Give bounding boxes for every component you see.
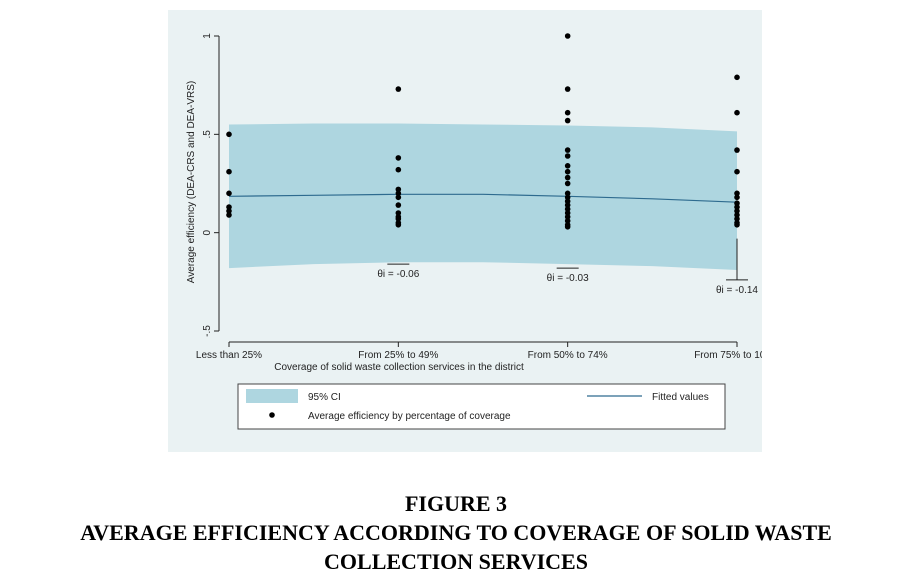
data-point-g3-10 <box>564 180 571 187</box>
data-point-g3-6 <box>564 153 571 159</box>
x-tick-label-2: From 25% to 49% <box>358 350 438 361</box>
y-axis-title: Average efficiency (DEA-CRS and DEA-VRS) <box>186 81 197 284</box>
y-tick-label-4: 1 <box>202 33 213 39</box>
y-tick-label-1: -.5 <box>202 325 213 337</box>
scatter-chart: θi = -0.06 θi = -0.03 θi = -0.14 -.5 0 .5 1 Le… <box>186 33 762 430</box>
ci-band <box>229 123 737 270</box>
data-point-g2-3 <box>395 166 402 173</box>
annotation-label-2: θi = -0.03 <box>547 273 589 284</box>
data-point-g1-5 <box>226 208 232 214</box>
data-point-g3-15 <box>564 206 571 212</box>
y-tick-label-3: .5 <box>202 130 213 139</box>
data-point-g3-9 <box>564 174 571 181</box>
data-point-g1-2 <box>226 168 232 175</box>
figure-panel: θi = -0.06 θi = -0.03 θi = -0.14 -.5 0 .5 1 Le… <box>168 10 762 452</box>
data-point-g3-17 <box>564 214 571 220</box>
figure-number: FIGURE 3 <box>404 491 508 516</box>
data-point-g2-5 <box>395 190 402 197</box>
data-point-g1-1 <box>226 131 232 138</box>
data-point-g1-4 <box>226 204 232 210</box>
figure-caption: FIGURE 3 AVERAGE EFFICIENCY ACCORDING TO… <box>0 489 912 576</box>
data-point-g2-12 <box>395 222 402 228</box>
data-point-g2-6 <box>395 194 402 201</box>
data-point-g4-11 <box>734 216 740 222</box>
data-point-g4-2 <box>734 109 740 116</box>
data-point-g4-10 <box>734 212 740 218</box>
legend-swatch-points <box>269 412 275 418</box>
data-point-g1-3 <box>226 190 232 197</box>
data-point-g4-9 <box>734 208 740 214</box>
legend-label-points: Average efficiency by percentage of cove… <box>308 411 511 422</box>
data-point-g3-2 <box>564 86 571 92</box>
data-point-g3-4 <box>564 117 571 124</box>
data-point-g4-3 <box>734 147 740 153</box>
legend-box <box>237 383 726 430</box>
data-point-g3-7 <box>564 163 571 169</box>
data-point-g3-14 <box>564 202 571 208</box>
data-point-g1-6 <box>226 212 232 218</box>
annotation-label-3: θi = -0.14 <box>716 285 758 296</box>
data-point-g3-8 <box>564 168 571 175</box>
data-point-g3-13 <box>564 198 571 204</box>
x-tick-label-3: From 50% to 74% <box>528 350 608 361</box>
data-point-g4-13 <box>734 222 740 228</box>
data-point-g3-1 <box>564 33 571 39</box>
y-tick-label-2: 0 <box>202 229 213 235</box>
data-point-g3-3 <box>564 109 571 116</box>
x-tick-label-1: Less than 25% <box>196 350 262 361</box>
annotation-label-1: θi = -0.06 <box>377 269 419 280</box>
data-point-g4-7 <box>734 200 740 206</box>
data-point-g4-6 <box>734 194 740 201</box>
legend: 95% CI Fitted values Average efficiency … <box>237 383 726 430</box>
data-point-g4-4 <box>734 168 740 175</box>
legend-label-ci: 95% CI <box>308 392 341 403</box>
data-point-g3-5 <box>564 147 571 153</box>
plot-layer: θi = -0.06 θi = -0.03 θi = -0.14 <box>226 33 758 296</box>
legend-label-fitted: Fitted values <box>652 392 709 403</box>
figure-title-line-1: AVERAGE EFFICIENCY ACCORDING TO COVERAGE… <box>80 520 832 545</box>
data-point-g3-16 <box>564 210 571 216</box>
data-point-g4-1 <box>734 74 740 81</box>
data-point-g3-12 <box>564 194 571 201</box>
data-point-g3-11 <box>564 190 571 197</box>
data-point-g2-4 <box>395 186 402 193</box>
legend-swatch-ci <box>246 389 298 403</box>
data-point-g4-5 <box>734 190 740 197</box>
figure-title-line-2: COLLECTION SERVICES <box>324 549 588 574</box>
data-point-g2-8 <box>395 210 402 216</box>
x-axis-title: Coverage of solid waste collection servi… <box>274 362 524 373</box>
data-point-g4-8 <box>734 204 740 210</box>
x-tick-label-4: From 75% to 100% <box>694 350 762 361</box>
data-point-g3-20 <box>564 224 571 230</box>
fitted-line <box>228 193 738 203</box>
data-point-g2-2 <box>395 155 402 161</box>
data-point-g2-7 <box>395 202 402 208</box>
axis-layer: -.5 0 .5 1 Less than 25% From 25% to 49% From … <box>196 33 762 361</box>
data-point-g3-18 <box>564 218 571 224</box>
data-point-g2-1 <box>395 86 402 92</box>
data-point-g2-10 <box>395 216 402 222</box>
